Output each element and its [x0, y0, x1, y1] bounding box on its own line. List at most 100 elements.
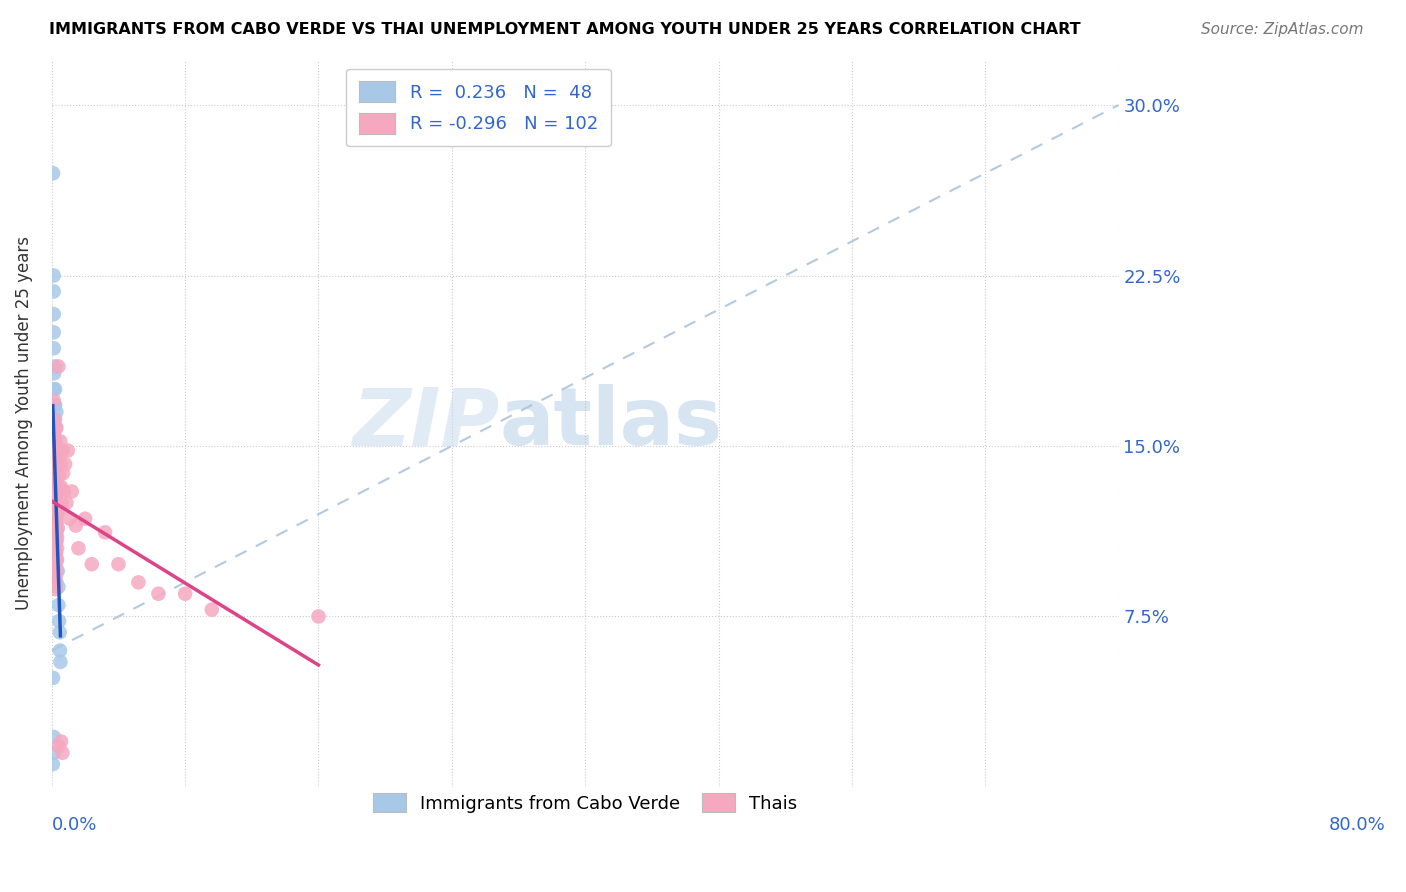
Point — [44, 530, 66, 544]
Point — [44, 477, 66, 491]
Point — [44, 443, 66, 458]
Point — [45, 477, 67, 491]
Point — [49, 480, 72, 494]
Point — [44, 443, 66, 458]
Point — [48, 359, 70, 374]
Point — [94, 525, 117, 540]
Point — [45, 467, 67, 481]
Point — [44, 411, 66, 425]
Point — [44, 461, 66, 475]
Point — [42, 477, 65, 491]
Point — [45, 489, 67, 503]
Point — [46, 523, 69, 537]
Point — [44, 398, 66, 412]
Point — [42, 746, 65, 760]
Point — [48, 625, 70, 640]
Point — [60, 484, 83, 499]
Point — [45, 498, 67, 512]
Point — [45, 480, 67, 494]
Point — [48, 468, 70, 483]
Text: atlas: atlas — [499, 384, 723, 462]
Point — [48, 484, 70, 499]
Legend: Immigrants from Cabo Verde, Thais: Immigrants from Cabo Verde, Thais — [364, 784, 806, 822]
Point — [48, 502, 70, 516]
Point — [46, 502, 69, 516]
Point — [44, 366, 66, 380]
Point — [44, 552, 66, 566]
Point — [42, 489, 65, 503]
Point — [42, 417, 65, 431]
Point — [45, 575, 67, 590]
Text: Source: ZipAtlas.com: Source: ZipAtlas.com — [1201, 22, 1364, 37]
Point — [52, 484, 75, 499]
Point — [44, 512, 66, 526]
Point — [42, 461, 65, 475]
Point — [201, 602, 224, 616]
Point — [46, 505, 69, 519]
Point — [45, 443, 67, 458]
Point — [45, 405, 67, 419]
Point — [42, 341, 65, 355]
Point — [45, 512, 67, 526]
Point — [48, 450, 70, 465]
Point — [42, 757, 65, 772]
Point — [45, 582, 67, 597]
Point — [44, 484, 66, 499]
Point — [42, 467, 65, 481]
Point — [53, 457, 76, 471]
Point — [45, 552, 67, 566]
Point — [44, 417, 66, 431]
Point — [46, 484, 69, 499]
Text: IMMIGRANTS FROM CABO VERDE VS THAI UNEMPLOYMENT AMONG YOUTH UNDER 25 YEARS CORRE: IMMIGRANTS FROM CABO VERDE VS THAI UNEMP… — [49, 22, 1081, 37]
Point — [42, 427, 65, 442]
Text: 80.0%: 80.0% — [1329, 816, 1385, 834]
Point — [44, 484, 66, 499]
Point — [46, 484, 69, 499]
Point — [48, 580, 70, 594]
Point — [44, 434, 66, 449]
Text: 0.0%: 0.0% — [52, 816, 97, 834]
Point — [42, 671, 65, 685]
Point — [45, 530, 67, 544]
Point — [44, 507, 66, 521]
Point — [51, 443, 73, 458]
Point — [59, 512, 82, 526]
Point — [42, 467, 65, 481]
Y-axis label: Unemployment Among Youth under 25 years: Unemployment Among Youth under 25 years — [15, 236, 32, 610]
Point — [308, 609, 330, 624]
Point — [46, 507, 69, 521]
Point — [44, 450, 66, 465]
Point — [44, 575, 66, 590]
Point — [42, 307, 65, 321]
Point — [45, 502, 67, 516]
Point — [45, 512, 67, 526]
Point — [48, 461, 70, 475]
Point — [48, 480, 70, 494]
Point — [42, 489, 65, 503]
Point — [44, 467, 66, 481]
Point — [44, 455, 66, 469]
Point — [42, 393, 65, 408]
Point — [45, 564, 67, 578]
Point — [44, 557, 66, 571]
Point — [44, 382, 66, 396]
Point — [65, 518, 87, 533]
Point — [45, 523, 67, 537]
Point — [51, 746, 73, 760]
Point — [44, 496, 66, 510]
Point — [49, 734, 72, 748]
Point — [49, 643, 72, 657]
Point — [49, 434, 72, 449]
Point — [80, 557, 103, 571]
Point — [44, 502, 66, 516]
Point — [44, 480, 66, 494]
Point — [44, 461, 66, 475]
Point — [42, 268, 65, 283]
Point — [44, 564, 66, 578]
Point — [48, 598, 70, 612]
Point — [107, 557, 129, 571]
Point — [44, 534, 66, 549]
Point — [48, 498, 70, 512]
Point — [44, 432, 66, 446]
Point — [44, 496, 66, 510]
